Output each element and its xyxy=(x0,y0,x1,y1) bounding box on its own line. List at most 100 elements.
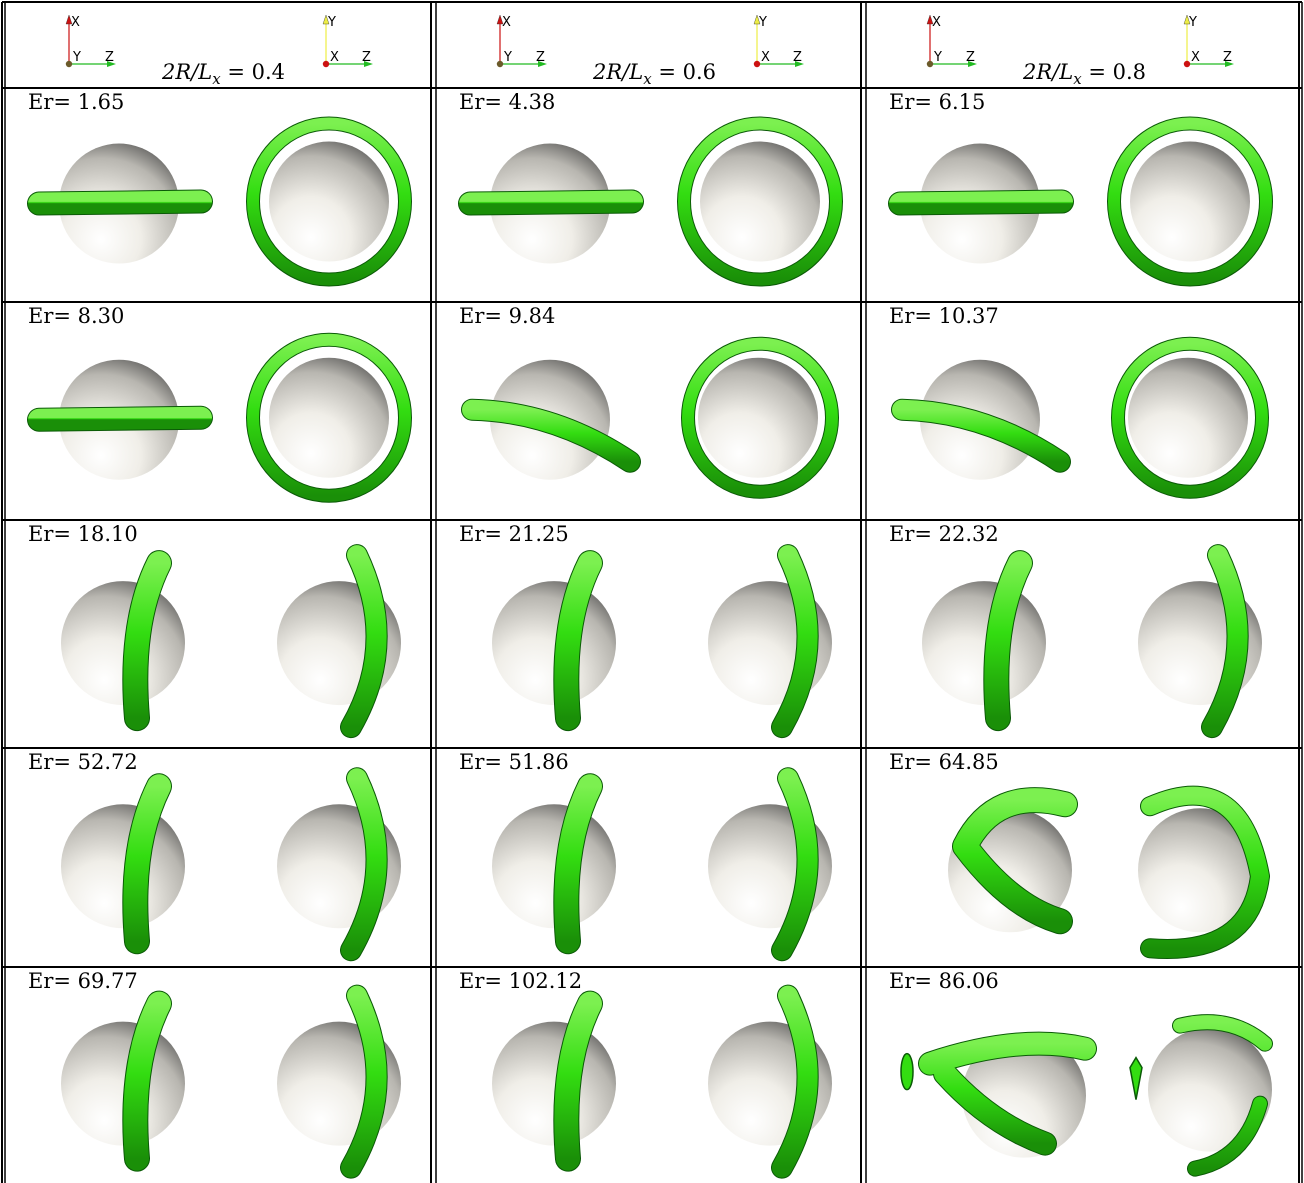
axis-arrow xyxy=(538,61,547,67)
interface-ring xyxy=(1112,337,1268,498)
axis-label: Y xyxy=(758,15,767,30)
axis-label: X xyxy=(761,50,770,65)
figure-cell: Er= 86.06 xyxy=(889,969,1273,1177)
capillary-number-label: Er= 10.37 xyxy=(889,304,999,328)
axis-label: Z xyxy=(966,50,975,65)
figure-cell: Er= 8.30 xyxy=(27,304,412,503)
axis-label: Y xyxy=(933,50,942,65)
capillary-number-label: Er= 52.72 xyxy=(28,750,138,774)
figure-cell: Er= 52.72 xyxy=(28,750,401,962)
capillary-number-label: Er= 102.12 xyxy=(459,969,582,993)
interface-ring xyxy=(28,406,212,431)
axis-arrow xyxy=(496,14,504,25)
capillary-number-label: Er= 6.15 xyxy=(889,90,985,114)
droplet-sphere xyxy=(1128,357,1248,478)
axis-arrow xyxy=(1183,14,1191,25)
capillary-number-label: Er= 64.85 xyxy=(889,750,999,774)
figure-cell: Er= 51.86 xyxy=(459,750,832,962)
axis-origin xyxy=(753,60,761,68)
figure-cell: Er= 9.84 xyxy=(459,304,839,499)
axis-label: Y xyxy=(72,50,81,65)
droplet-sphere xyxy=(1148,1027,1272,1152)
axis-triad-right: Y X Z xyxy=(322,14,373,68)
column-header: 2R/Lx = 0.4 xyxy=(161,60,285,88)
axis-origin xyxy=(322,60,330,68)
figure-cell: Er= 4.38 xyxy=(458,90,843,287)
interface-ring xyxy=(919,1032,1096,1155)
axis-label: Z xyxy=(1223,50,1232,65)
axis-arrow xyxy=(322,14,330,25)
interface-ring xyxy=(678,117,842,286)
capillary-number-label: Er= 1.65 xyxy=(28,90,124,114)
capillary-number-label: Er= 18.10 xyxy=(28,522,138,546)
figure-cell: Er= 1.65 xyxy=(27,90,412,287)
droplet-sphere xyxy=(700,141,820,262)
axis-arrow xyxy=(795,61,804,67)
interface-ring xyxy=(554,991,602,1171)
interface-ring xyxy=(28,190,212,215)
satellite-droplet xyxy=(900,1052,914,1091)
interface-ring xyxy=(1202,545,1248,738)
interface-ring xyxy=(953,788,1077,934)
axis-label: Z xyxy=(793,50,802,65)
droplet-sphere xyxy=(1130,141,1250,262)
axis-triad-right: Y X Z xyxy=(1183,14,1234,68)
figure-cell: Er= 102.12 xyxy=(459,969,832,1179)
interface-ring xyxy=(682,337,838,498)
figure-cell: Er= 64.85 xyxy=(889,750,1270,959)
droplet-sphere xyxy=(1138,808,1262,933)
capillary-number-label: Er= 69.77 xyxy=(28,969,138,993)
capillary-number-label: Er= 8.30 xyxy=(28,304,124,328)
droplet-sphere xyxy=(269,141,389,262)
axis-label: Y xyxy=(1188,15,1197,30)
interface-ring xyxy=(554,774,602,954)
axis-arrow xyxy=(1225,61,1234,67)
interface-ring xyxy=(554,551,602,731)
axis-label: X xyxy=(502,15,511,30)
capillary-number-label: Er= 4.38 xyxy=(459,90,555,114)
interface-ring xyxy=(247,117,411,286)
column-header: 2R/Lx = 0.6 xyxy=(592,60,716,88)
interface-ring xyxy=(772,985,818,1178)
interface-ring xyxy=(341,768,387,961)
interface-ring xyxy=(772,545,818,738)
figure-cell: Er= 22.32 xyxy=(889,522,1262,739)
axis-origin xyxy=(496,60,504,68)
axis-arrow xyxy=(65,14,73,25)
axis-arrow xyxy=(753,14,761,25)
axis-label: X xyxy=(71,15,80,30)
axis-label: Z xyxy=(105,50,114,65)
axis-origin xyxy=(1183,60,1191,68)
axis-origin xyxy=(926,60,934,68)
axis-arrow xyxy=(364,61,373,67)
figure-cell: Er= 21.25 xyxy=(459,522,832,739)
axis-label: Z xyxy=(536,50,545,65)
capillary-number-label: Er= 86.06 xyxy=(889,969,999,993)
capillary-number-label: Er= 51.86 xyxy=(459,750,569,774)
satellite-droplet xyxy=(1129,1056,1143,1100)
axis-label: X xyxy=(932,15,941,30)
column-headers: X Y Z Y X Z 2R/Lx = 0.4 X Y Z Y X Z 2R/Lx = 0.6 X Y Z Y X Z… xyxy=(65,14,1234,88)
interface-ring xyxy=(247,333,411,502)
droplet-sphere xyxy=(698,357,818,478)
droplet-sphere xyxy=(269,357,389,478)
figure-cell: Er= 10.37 xyxy=(889,304,1269,499)
interface-ring xyxy=(459,190,643,215)
interface-ring xyxy=(1141,786,1269,958)
axis-arrow xyxy=(107,61,116,67)
interface-ring xyxy=(123,551,171,731)
interface-ring xyxy=(772,768,818,961)
interface-ring xyxy=(892,399,1070,472)
capillary-number-label: Er= 22.32 xyxy=(889,522,999,546)
figure-cells: Er= 1.65 Er= 4.38 Er= 6.15 Er= 8.30 Er= 9.84… xyxy=(27,90,1273,1179)
axis-arrow xyxy=(926,14,934,25)
axis-triad-left: X Y Z xyxy=(496,14,547,68)
interface-ring xyxy=(123,774,171,954)
interface-ring xyxy=(889,190,1073,215)
capillary-number-label: Er= 9.84 xyxy=(459,304,555,328)
axis-triad-right: Y X Z xyxy=(753,14,804,68)
axis-triad-left: X Y Z xyxy=(926,14,977,68)
axis-label: Y xyxy=(327,15,336,30)
